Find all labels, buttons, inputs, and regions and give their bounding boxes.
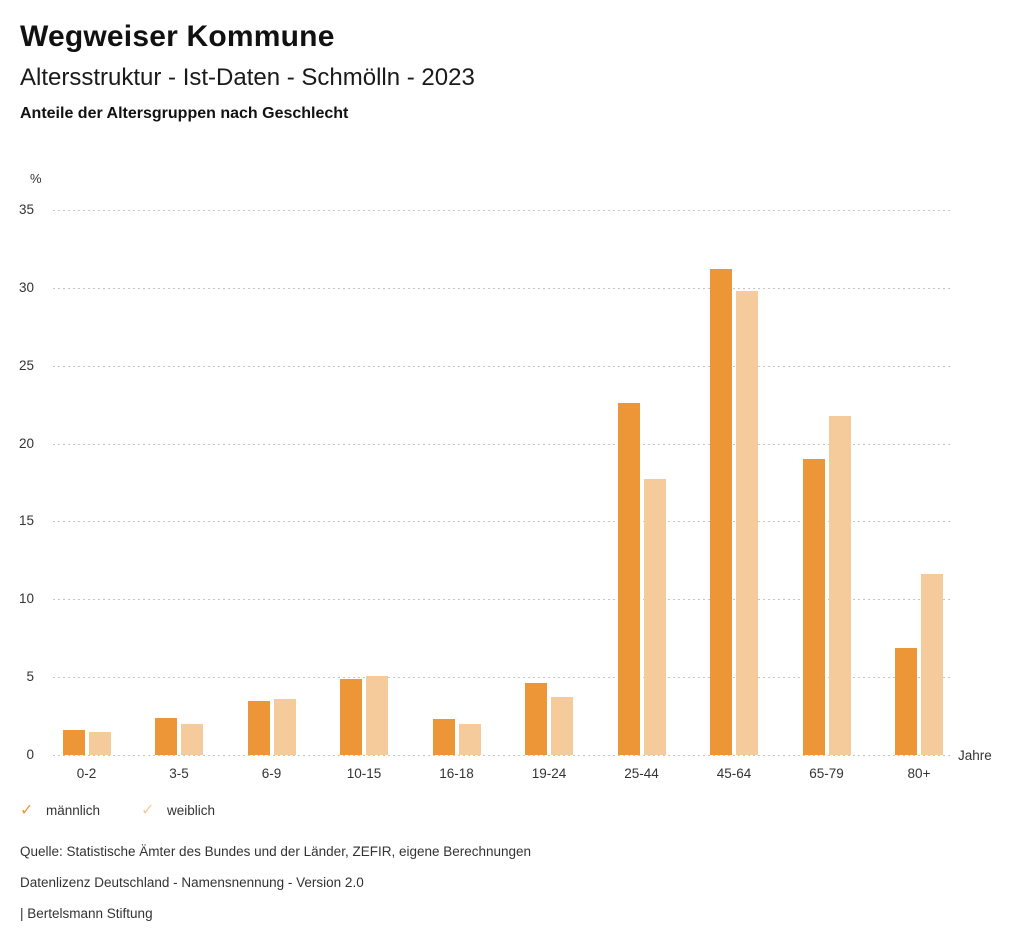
y-axis-tick-label: 15	[18, 513, 34, 529]
x-axis-tick-label: 80+	[907, 766, 931, 781]
check-icon: ✓	[20, 802, 34, 819]
x-axis-tick-label: 25-44	[624, 766, 659, 781]
x-axis-tick-label: 10-15	[346, 766, 382, 781]
bar-weiblich-6-9	[273, 698, 296, 755]
y-axis-tick-label: 35	[18, 202, 34, 217]
x-axis-tick-label: 3-5	[169, 766, 189, 781]
y-axis-tick-label: 10	[18, 591, 34, 607]
bar-weiblich-0-2	[88, 731, 111, 755]
chart-heading: Anteile der Altersgruppen nach Geschlech…	[20, 105, 349, 122]
gridline-20	[53, 443, 952, 445]
bar-weiblich-80+	[921, 574, 943, 755]
legend-label-maennlich: männlich	[46, 803, 101, 818]
x-axis-tick-label: 65-79	[809, 766, 844, 781]
x-axis-tick-label: 0-2	[76, 766, 97, 781]
y-axis-tick-label: 5	[26, 669, 34, 685]
page-subtitle: Altersstruktur - Ist-Daten - Schmölln - …	[20, 64, 475, 91]
legend-label-weiblich: weiblich	[167, 803, 216, 818]
bar-weiblich-65-79	[828, 415, 851, 755]
bar-männlich-3-5	[155, 717, 177, 755]
gridline-35	[53, 210, 952, 211]
y-axis-tick-label: 25	[18, 357, 34, 373]
footer-license: Datenlizenz Deutschland - Namensnennung …	[20, 875, 364, 890]
gridline-5	[53, 677, 952, 679]
gridline-10	[53, 599, 952, 601]
bar-weiblich-3-5	[181, 723, 203, 755]
bar-weiblich-25-44	[643, 479, 666, 755]
bar-männlich-65-79	[802, 459, 825, 755]
footer-attribution: | Bertelsmann Stiftung	[20, 906, 153, 921]
bar-männlich-25-44	[617, 403, 640, 755]
y-axis-tick-label: 20	[18, 435, 34, 451]
y-axis-tick-label: 30	[18, 279, 34, 295]
legend-item-maennlich[interactable]: ✓ männlich	[20, 802, 100, 820]
bar-weiblich-19-24	[551, 697, 573, 755]
x-axis-tick-label: 19-24	[531, 766, 567, 781]
gridline-15	[53, 521, 952, 523]
check-icon: ✓	[141, 802, 155, 819]
bar-männlich-19-24	[525, 683, 547, 755]
x-axis-tick-label: 45-64	[716, 766, 752, 781]
bar-männlich-10-15	[340, 678, 362, 755]
gridline-0	[53, 755, 952, 756]
x-axis-label: Jahre	[958, 748, 992, 763]
bar-männlich-80+	[895, 647, 917, 755]
gridline-30	[53, 287, 952, 289]
bar-männlich-45-64	[710, 269, 732, 755]
bar-weiblich-16-18	[458, 723, 481, 755]
bar-männlich-6-9	[247, 700, 270, 755]
x-axis-tick-label: 16-18	[439, 766, 474, 781]
bar-männlich-0-2	[62, 730, 85, 755]
chart-legend: ✓ männlich ✓ weiblich	[20, 802, 215, 820]
bar-weiblich-10-15	[366, 675, 388, 755]
y-axis-tick-label: 0	[26, 747, 34, 762]
bar-weiblich-45-64	[736, 290, 758, 755]
legend-item-weiblich[interactable]: ✓ weiblich	[141, 802, 215, 820]
y-axis-unit-label: %	[30, 171, 42, 186]
x-axis-tick-label: 6-9	[261, 766, 282, 781]
footer-source: Quelle: Statistische Ämter des Bundes un…	[20, 844, 532, 859]
app-title: Wegweiser Kommune	[20, 20, 335, 53]
gridline-25	[53, 365, 952, 367]
bar-männlich-16-18	[432, 719, 455, 755]
